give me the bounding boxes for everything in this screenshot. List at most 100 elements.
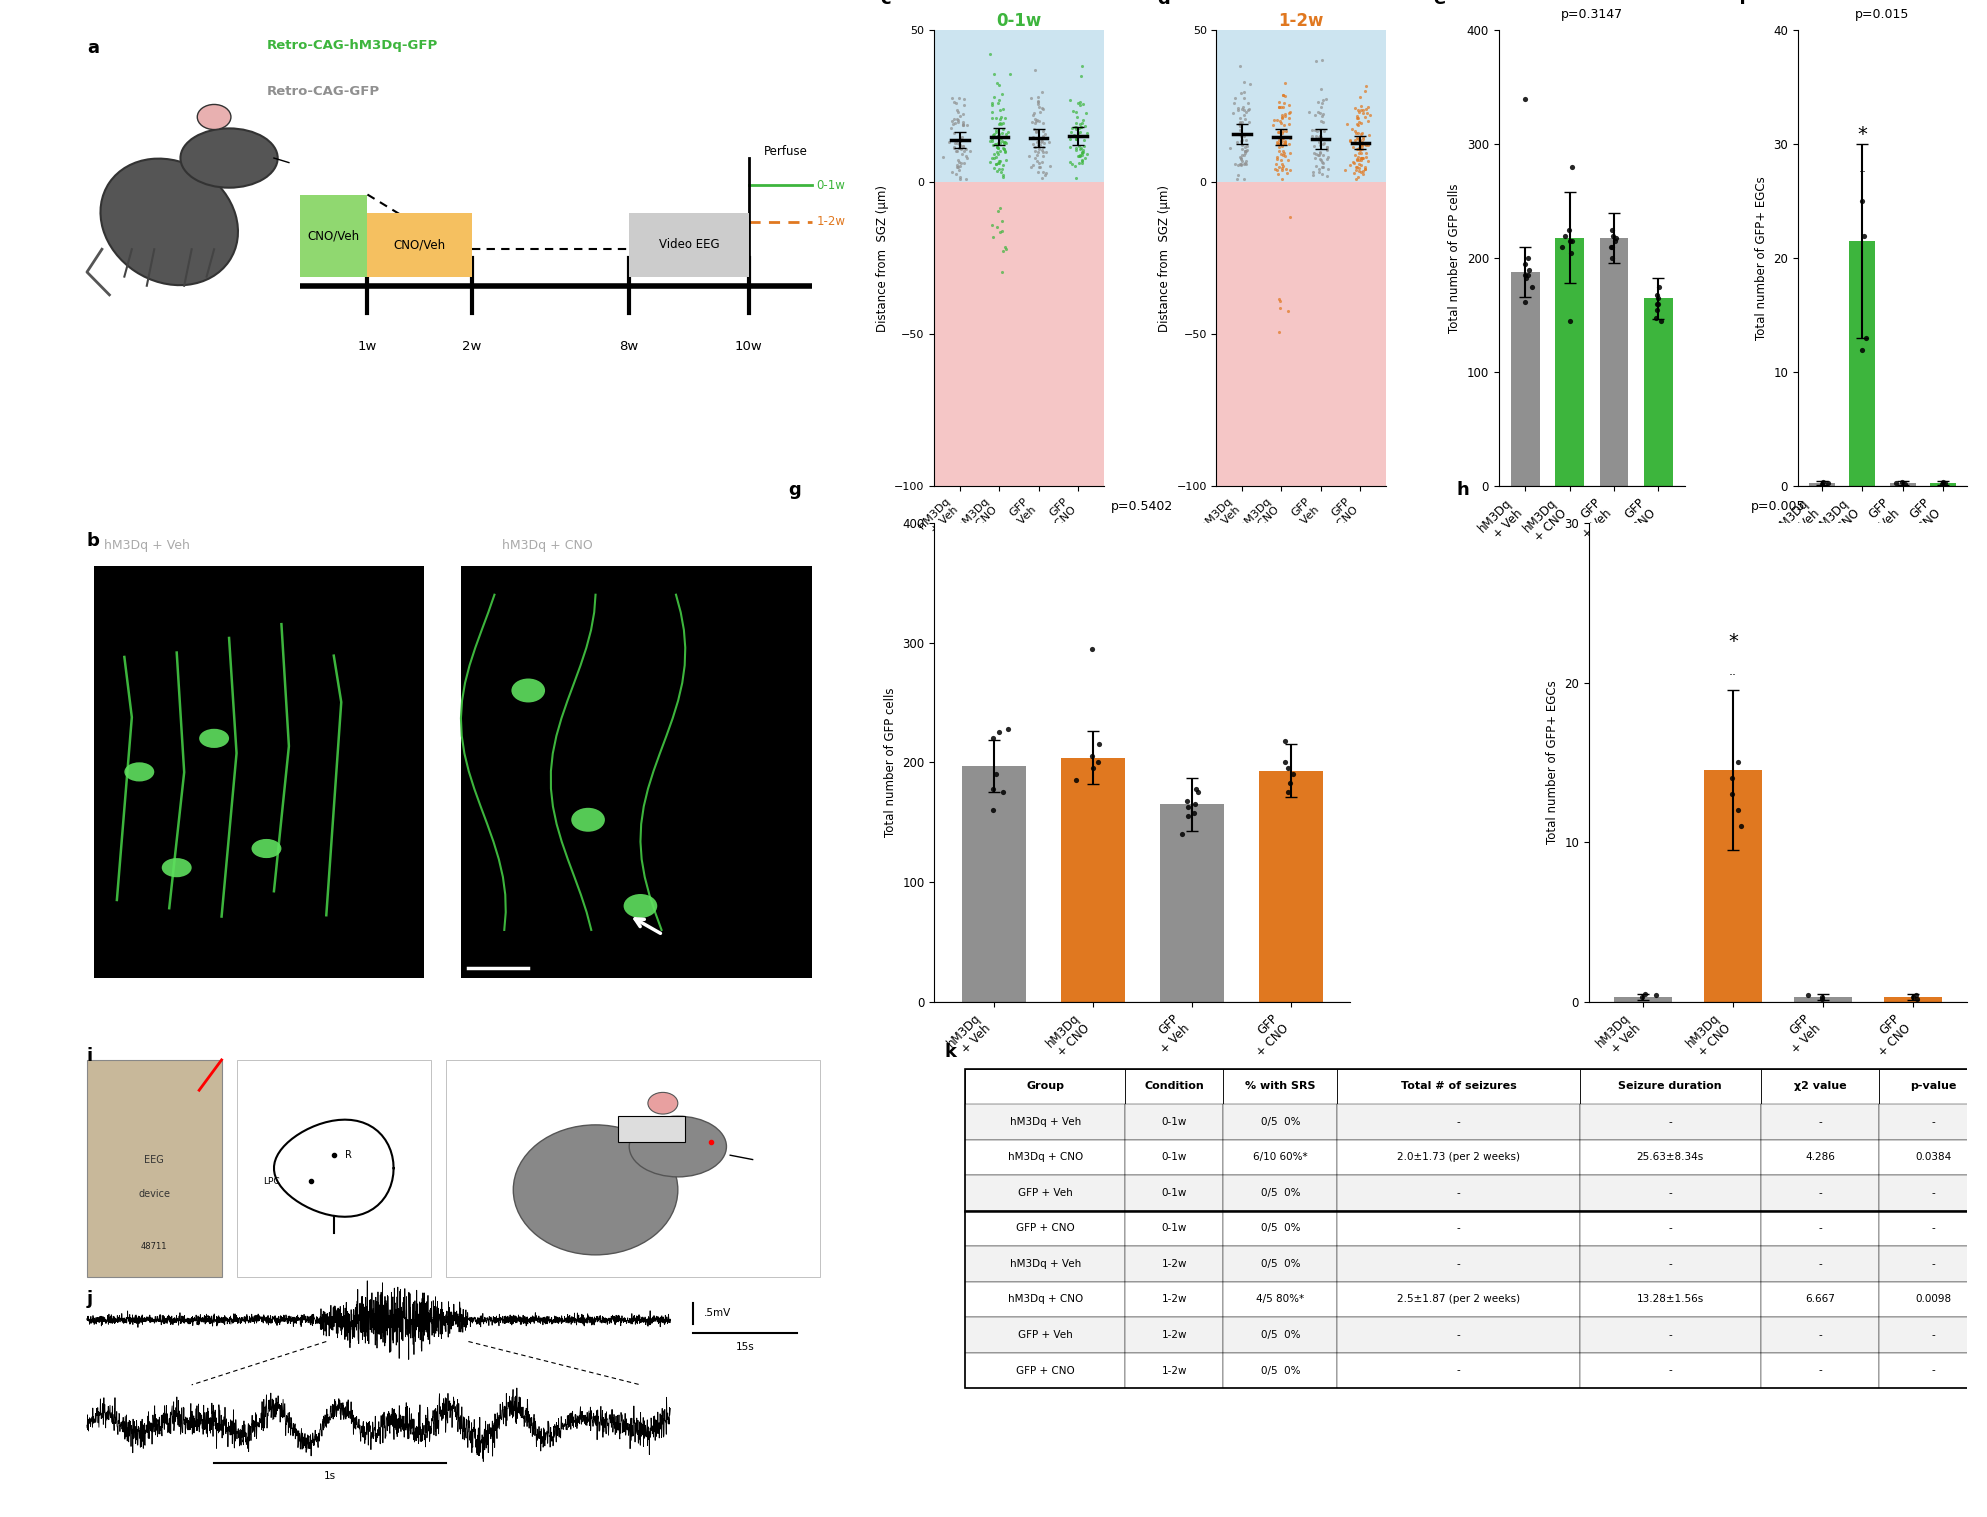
Text: p=0.5402: p=0.5402 (1111, 501, 1174, 513)
Y-axis label: Total number of GFP cells: Total number of GFP cells (1449, 184, 1460, 334)
Point (1061, 167, 1093, 191)
Point (1345, 161, 1377, 185)
Point (1848, 223, 1880, 247)
Point (984, 158, 1015, 182)
Point (1027, 124, 1059, 149)
Point (1341, 155, 1373, 179)
Text: 6/10 60%*: 6/10 60%* (1254, 1153, 1307, 1162)
Point (1065, 114, 1097, 138)
Point (978, 133, 1009, 158)
Point (1266, 129, 1298, 153)
Point (1053, 88, 1085, 112)
Point (936, 115, 968, 140)
Bar (1337, 1176, 1580, 1211)
Point (1266, 94, 1298, 118)
Point (1264, 290, 1296, 314)
Point (934, 129, 966, 153)
Bar (1580, 1139, 1760, 1176)
Point (1023, 100, 1055, 124)
Point (938, 135, 970, 159)
Point (1230, 152, 1262, 176)
Point (986, 156, 1017, 181)
Point (988, 780, 1019, 804)
Point (1266, 156, 1298, 181)
Point (1055, 120, 1087, 144)
Point (1178, 792, 1210, 816)
Point (1182, 780, 1214, 804)
Point (1059, 100, 1091, 124)
Point (1343, 100, 1375, 124)
Point (1307, 91, 1339, 115)
Point (1274, 205, 1305, 229)
Point (1345, 147, 1377, 171)
Point (1307, 152, 1339, 176)
Point (1067, 140, 1099, 164)
Text: hM3Dq + Veh: hM3Dq + Veh (1009, 1117, 1081, 1127)
Point (982, 137, 1013, 161)
Point (1224, 111, 1256, 135)
Point (1339, 129, 1371, 153)
Point (1347, 121, 1379, 146)
Point (1075, 637, 1107, 661)
Point (980, 132, 1011, 156)
Point (1629, 981, 1661, 1006)
Text: h: h (1456, 481, 1468, 499)
Point (1270, 751, 1301, 775)
Bar (1337, 1068, 1580, 1104)
Bar (1580, 1176, 1760, 1211)
Point (954, 138, 986, 162)
Point (982, 135, 1013, 159)
Point (1270, 120, 1301, 144)
Point (1021, 90, 1053, 114)
Text: ··: ·· (1729, 669, 1737, 683)
Bar (1125, 1211, 1224, 1245)
Bar (1125, 1139, 1224, 1176)
Point (1023, 137, 1055, 161)
Text: -: - (1456, 1117, 1460, 1127)
Bar (1760, 1353, 1880, 1388)
Point (1345, 133, 1377, 158)
Text: 1-2w: 1-2w (1162, 1365, 1186, 1376)
Point (1061, 135, 1093, 159)
Point (976, 212, 1007, 237)
Bar (1224, 1245, 1337, 1282)
Point (976, 129, 1007, 153)
Point (1337, 135, 1369, 159)
Point (1303, 158, 1335, 182)
Title: 0-1w: 0-1w (995, 12, 1041, 30)
Point (1019, 120, 1051, 144)
Point (1343, 137, 1375, 161)
Ellipse shape (624, 894, 658, 918)
Point (1027, 111, 1059, 135)
Point (1228, 108, 1260, 132)
Point (1301, 100, 1333, 124)
Bar (966, 1353, 1125, 1388)
Point (1270, 132, 1301, 156)
Point (1226, 153, 1258, 177)
Point (1335, 127, 1367, 152)
Point (944, 127, 976, 152)
Point (1347, 146, 1379, 170)
Point (1029, 121, 1061, 146)
Point (1019, 108, 1051, 132)
FancyBboxPatch shape (300, 194, 368, 276)
Point (1299, 117, 1331, 141)
Point (1061, 114, 1093, 138)
Bar (1224, 1139, 1337, 1176)
Point (1305, 155, 1337, 179)
Point (1639, 983, 1671, 1007)
Point (1270, 144, 1301, 168)
Text: -: - (1818, 1365, 1822, 1376)
Point (1023, 96, 1055, 120)
Point (1077, 755, 1109, 780)
Point (1272, 147, 1303, 171)
Point (1266, 135, 1298, 159)
Point (980, 118, 1011, 143)
Point (1025, 138, 1057, 162)
Bar (1808, 482, 1836, 487)
Point (1301, 143, 1333, 167)
Point (1228, 103, 1260, 127)
Point (1234, 73, 1266, 97)
Text: Perfuse: Perfuse (765, 146, 809, 158)
Point (1065, 120, 1097, 144)
